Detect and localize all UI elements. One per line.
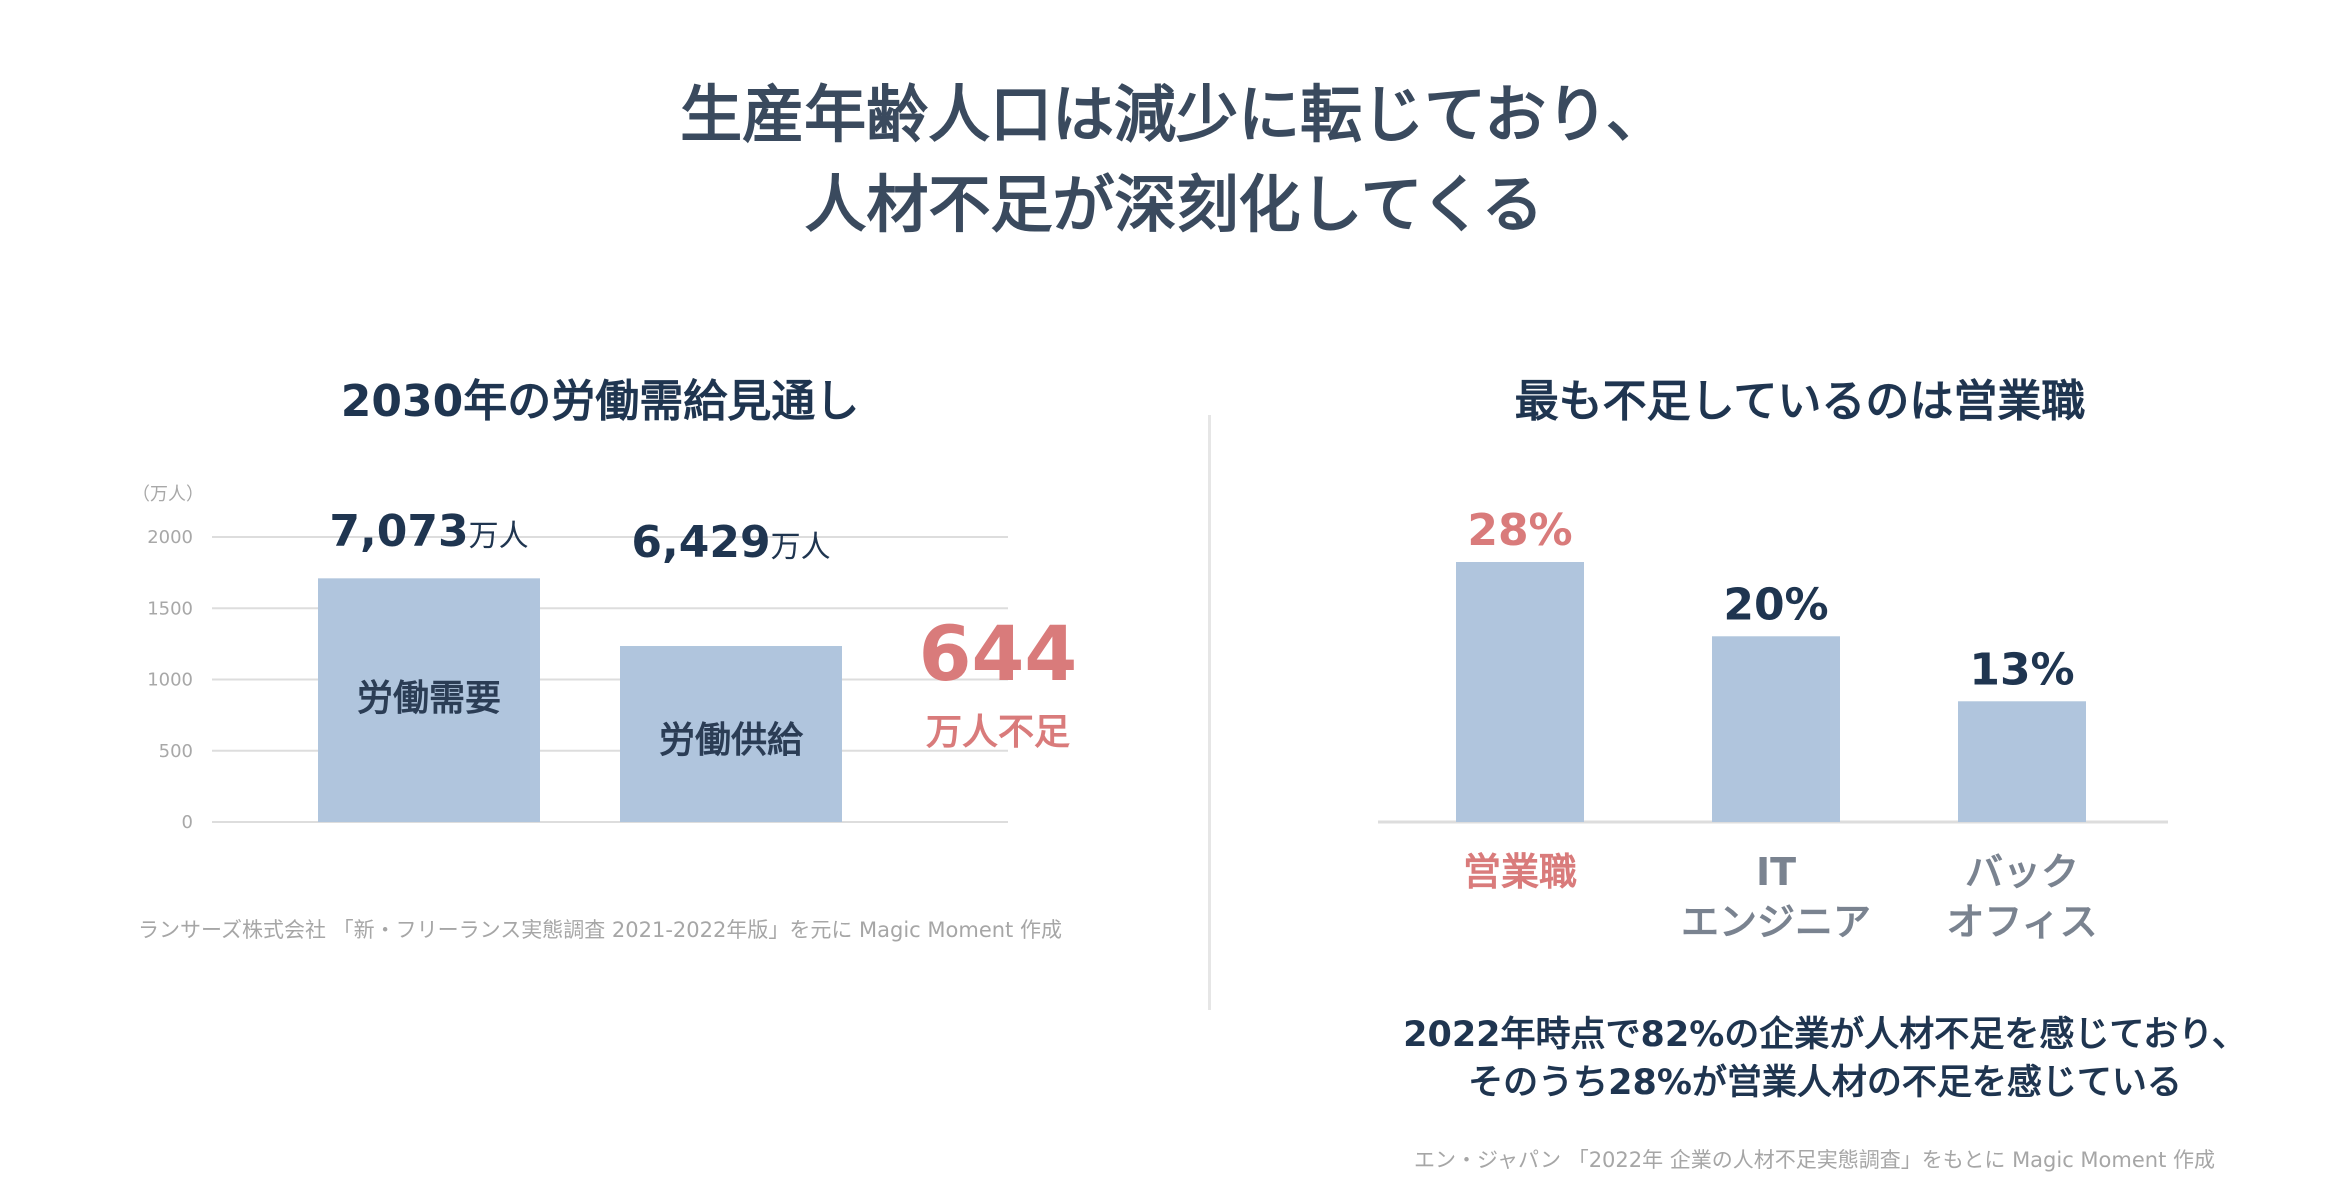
left-source-note: ランサーズ株式会社 「新・フリーランス実態調査 2021-2022年版」を元に … [138, 918, 1062, 942]
section-divider [1208, 415, 1211, 1010]
y-tick-label: 1500 [147, 598, 193, 619]
conclusion-line-2: そのうち28%が営業人材の不足を感じている [1468, 1063, 2182, 1103]
bar-value-number: 7,073 [329, 506, 468, 557]
bar-0 [1456, 562, 1584, 822]
y-tick-label: 0 [182, 812, 193, 833]
bar-category-label: 労働需要 [357, 678, 501, 719]
category-label: エンジニア [1681, 900, 1871, 944]
bar-value-unit: 万人 [771, 530, 831, 565]
y-tick-label: 500 [159, 741, 193, 762]
y-axis-unit-label: （万人） [132, 484, 204, 505]
conclusion-line-1: 2022年時点で82%の企業が人材不足を感じており、 [1403, 1015, 2247, 1055]
bar-value-label: 20% [1723, 579, 1828, 630]
shortage-value: 644 [919, 609, 1078, 698]
category-label: オフィス [1946, 900, 2097, 944]
bar-1 [1712, 636, 1840, 822]
right-source-note: エン・ジャパン 「2022年 企業の人材不足実態調査」をもとに Magic Mo… [1414, 1148, 2215, 1172]
category-label: 営業職 [1463, 850, 1577, 894]
y-tick-label: 1000 [147, 670, 193, 691]
bar-labor-demand [318, 578, 540, 822]
bar-labor-supply [620, 646, 842, 822]
bar-value-label: 28% [1467, 505, 1572, 556]
bar-value-number: 6,429 [631, 517, 770, 568]
bar-2 [1958, 701, 2086, 822]
headline-line-2: 人材不足が深刻化してくる [804, 168, 1544, 241]
bar-value-label: 7,073万人 [329, 506, 528, 557]
y-tick-label: 2000 [147, 527, 193, 548]
category-label: バック [1965, 850, 2079, 894]
right-chart-title: 最も不足しているのは営業職 [1514, 376, 2086, 427]
labor-supply-demand-chart: （万人）0500100015002000労働需要7,073万人労働供給6,429… [132, 484, 1078, 833]
bar-value-label: 6,429万人 [631, 517, 830, 568]
left-chart-title: 2030年の労働需給見通し [340, 376, 860, 427]
bar-value-label: 13% [1969, 644, 2074, 695]
category-label: IT [1756, 850, 1796, 894]
bar-category-label: 労働供給 [659, 720, 804, 761]
headline-line-1: 生産年齢人口は減少に転じており、 [680, 78, 1668, 151]
bar-value-unit: 万人 [469, 519, 529, 554]
shortage-label: 万人不足 [926, 712, 1070, 753]
